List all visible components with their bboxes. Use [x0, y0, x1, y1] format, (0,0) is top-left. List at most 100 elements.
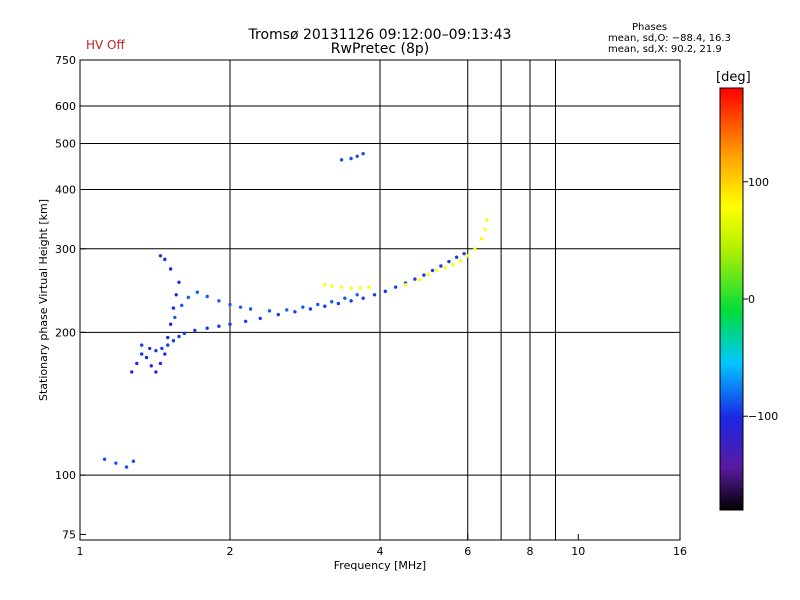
data-point	[144, 355, 149, 360]
data-point	[174, 293, 178, 297]
data-point	[383, 289, 388, 294]
data-point	[480, 237, 484, 241]
data-point	[466, 254, 470, 258]
data-point	[285, 308, 289, 312]
x-tick-label: 2	[227, 545, 234, 558]
data-point	[301, 305, 305, 309]
phases-title: Phases	[632, 22, 668, 33]
colorbar-tick-label: 0	[748, 293, 755, 306]
chart-title: Tromsø 20131126 09:12:00–09:13:43	[248, 27, 512, 43]
data-point	[276, 312, 280, 317]
colorbar-tick-label: 100	[748, 176, 769, 189]
data-point	[173, 315, 177, 320]
x-axis-ticks: 1 2 4 6 8 10 16	[77, 534, 687, 558]
y-tick-label: 750	[55, 54, 76, 67]
data-point	[154, 370, 158, 374]
x-tick-label: 1	[77, 545, 84, 558]
data-point	[186, 295, 191, 300]
data-point	[473, 247, 477, 251]
phases-x-stats: mean, sd,X: 90.2, 21.9	[608, 44, 722, 55]
status-label: HV Off	[86, 38, 125, 52]
y-axis-ticks: 75 100 200 300 400 500 600 750	[55, 54, 86, 541]
data-point	[177, 334, 181, 339]
data-point	[417, 278, 422, 282]
chart-subtitle: RwPretec (8p)	[330, 41, 430, 57]
data-point	[393, 285, 398, 289]
x-tick-label: 16	[673, 545, 687, 558]
data-point	[258, 316, 262, 321]
data-point	[158, 361, 163, 366]
y-tick-label: 400	[55, 184, 76, 197]
data-point	[413, 277, 417, 281]
data-point	[182, 331, 187, 336]
x-axis-label: Frequency [MHz]	[334, 559, 426, 572]
data-point	[458, 259, 463, 263]
data-point	[361, 296, 365, 300]
y-tick-label: 500	[55, 138, 76, 151]
data-point	[435, 268, 439, 273]
data-point	[349, 156, 353, 161]
colorbar	[719, 87, 744, 511]
data-point	[228, 302, 232, 307]
data-point	[267, 309, 272, 313]
data-point	[205, 294, 209, 299]
data-point	[130, 370, 134, 374]
data-point	[349, 299, 353, 303]
x-tick-label: 6	[464, 545, 471, 558]
data-point	[367, 285, 371, 289]
data-point	[228, 322, 232, 326]
data-point	[372, 293, 377, 297]
data-point	[140, 343, 144, 347]
data-point	[330, 284, 334, 289]
data-point	[135, 361, 139, 366]
data-point	[171, 339, 176, 343]
data-point	[160, 346, 164, 351]
data-point	[193, 328, 197, 332]
x-tick-label: 4	[377, 545, 384, 558]
y-tick-label: 100	[55, 469, 76, 482]
y-tick-label: 600	[55, 100, 76, 113]
data-point	[308, 307, 313, 311]
data-point	[124, 465, 129, 469]
data-point	[483, 227, 487, 231]
data-point	[323, 283, 327, 287]
data-point	[355, 154, 359, 158]
data-point	[168, 322, 173, 326]
data-point	[339, 158, 344, 162]
data-point	[238, 305, 243, 309]
data-point	[422, 273, 426, 277]
phases-o-stats: mean, sd,O: −88.4, 16.3	[608, 33, 731, 44]
x-tick-label: 8	[527, 545, 534, 558]
data-point	[447, 259, 451, 264]
data-point	[323, 304, 327, 308]
data-point	[195, 290, 200, 294]
data-point	[163, 352, 167, 356]
colorbar-tick-label: −100	[748, 410, 778, 423]
data-point	[158, 254, 163, 258]
data-point	[355, 293, 359, 297]
data-point	[293, 310, 297, 314]
data-point	[163, 257, 167, 262]
data-point	[166, 335, 170, 340]
data-point	[217, 299, 221, 303]
data-point	[339, 285, 344, 289]
data-point	[171, 306, 176, 310]
y-tick-label: 200	[55, 326, 76, 339]
data-point	[358, 286, 362, 290]
data-point	[451, 262, 455, 267]
data-point	[426, 272, 430, 277]
data-point	[217, 324, 221, 328]
data-point	[177, 280, 181, 284]
data-point	[349, 286, 353, 290]
data-point	[462, 251, 466, 256]
data-point	[166, 343, 170, 347]
data-point	[140, 352, 144, 356]
y-tick-label: 300	[55, 243, 76, 256]
data-point	[485, 218, 489, 222]
data-point	[403, 283, 408, 287]
data-point	[148, 346, 152, 351]
data-point	[114, 461, 118, 465]
colorbar-ticks: 100 0 −100	[743, 176, 778, 423]
data-point	[343, 296, 347, 300]
